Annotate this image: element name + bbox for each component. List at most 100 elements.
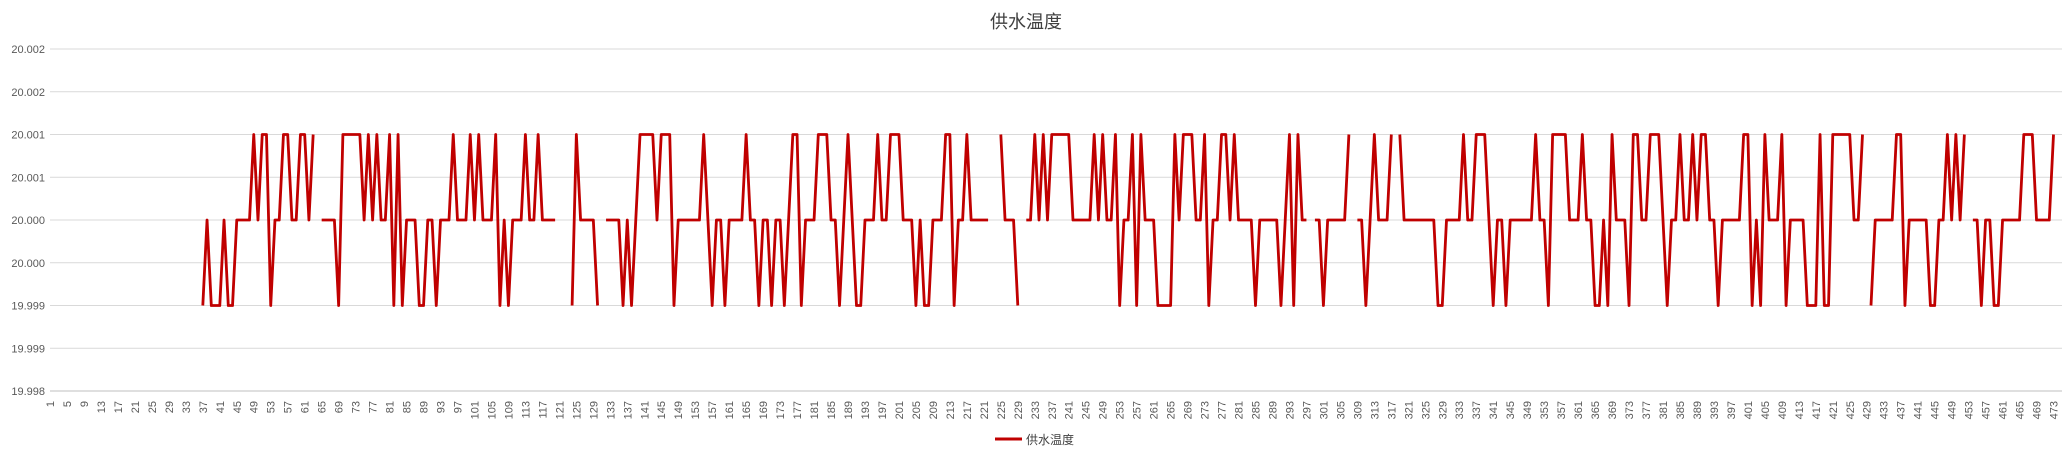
series-line — [606, 133, 989, 307]
x-tick-label: 325 — [1420, 401, 1432, 419]
x-tick-label: 337 — [1471, 401, 1483, 419]
x-tick-label: 53 — [266, 401, 278, 413]
x-tick-label: 389 — [1692, 401, 1704, 419]
y-tick-label: 20.002 — [11, 87, 45, 99]
x-tick-label: 141 — [639, 401, 651, 419]
x-tick-label: 89 — [419, 401, 431, 413]
x-tick-label: 109 — [503, 401, 515, 419]
x-tick-label: 309 — [1352, 401, 1364, 419]
x-tick-label: 209 — [928, 401, 940, 419]
x-tick-label: 177 — [792, 401, 804, 419]
x-tick-label: 221 — [979, 401, 991, 419]
x-tick-label: 313 — [1369, 401, 1381, 419]
y-tick-label: 20.001 — [11, 130, 45, 142]
legend: 供水温度 — [995, 432, 1074, 447]
x-tick-label: 9 — [79, 401, 91, 407]
x-tick-label: 21 — [130, 401, 142, 413]
x-tick-label: 437 — [1896, 401, 1908, 419]
series-line — [1972, 133, 2055, 307]
x-tick-label: 353 — [1539, 401, 1551, 419]
chart-title: 供水温度 — [990, 12, 1062, 33]
x-tick-label: 413 — [1794, 401, 1806, 419]
x-tick-label: 29 — [164, 401, 176, 413]
x-tick-label: 317 — [1386, 401, 1398, 419]
x-tick-label: 253 — [1115, 401, 1127, 419]
x-tick-label: 393 — [1709, 401, 1721, 419]
series-line — [999, 134, 1020, 306]
x-tick-label: 289 — [1267, 401, 1279, 419]
series-line — [321, 133, 556, 307]
x-tick-label: 241 — [1064, 401, 1076, 419]
x-tick-label: 205 — [911, 401, 923, 419]
series-line — [1357, 133, 1393, 307]
x-tick-label: 65 — [317, 401, 329, 413]
x-tick-label: 165 — [741, 401, 753, 419]
x-tick-label: 41 — [215, 401, 227, 413]
x-tick-label: 25 — [147, 401, 159, 413]
y-tick-label: 19.998 — [11, 386, 45, 398]
x-tick-label: 381 — [1658, 401, 1670, 419]
series-line — [1026, 133, 1307, 307]
x-tick-label: 181 — [809, 401, 821, 419]
x-tick-label: 237 — [1047, 401, 1059, 419]
y-tick-label: 20.000 — [11, 215, 45, 227]
x-tick-label: 465 — [2015, 401, 2027, 419]
x-tick-label: 189 — [843, 401, 855, 419]
x-tick-label: 457 — [1981, 401, 1993, 419]
y-tick-label: 20.002 — [11, 44, 45, 56]
x-tick-label: 369 — [1607, 401, 1619, 419]
x-tick-label: 305 — [1335, 401, 1347, 419]
x-tick-label: 397 — [1726, 401, 1738, 419]
x-tick-label: 121 — [554, 401, 566, 419]
x-tick-label: 405 — [1760, 401, 1772, 419]
x-tick-label: 453 — [1964, 401, 1976, 419]
x-tick-label: 249 — [1098, 401, 1110, 419]
x-tick-label: 125 — [571, 401, 583, 419]
x-tick-label: 373 — [1624, 401, 1636, 419]
x-tick-label: 193 — [860, 401, 872, 419]
x-tick-label: 345 — [1505, 401, 1517, 419]
x-tick-label: 273 — [1200, 401, 1212, 419]
x-tick-label: 213 — [945, 401, 957, 419]
x-tick-label: 429 — [1862, 401, 1874, 419]
x-tick-label: 57 — [283, 401, 295, 413]
x-tick-label: 365 — [1590, 401, 1602, 419]
x-tick-label: 69 — [334, 401, 346, 413]
series-line — [1398, 133, 1864, 307]
x-tick-label: 473 — [2049, 401, 2061, 419]
y-tick-label: 20.000 — [11, 258, 45, 270]
x-tick-label: 33 — [181, 401, 193, 413]
x-tick-label: 445 — [1930, 401, 1942, 419]
x-tick-label: 377 — [1641, 401, 1653, 419]
x-tick-label: 233 — [1030, 401, 1042, 419]
x-tick-label: 17 — [113, 401, 125, 413]
x-tick-label: 197 — [877, 401, 889, 419]
x-tick-label: 185 — [826, 401, 838, 419]
x-tick-label: 301 — [1318, 401, 1330, 419]
x-tick-label: 441 — [1913, 401, 1925, 419]
x-tick-label: 173 — [775, 401, 787, 419]
x-tick-label: 145 — [656, 401, 668, 419]
x-tick-label: 433 — [1879, 401, 1891, 419]
x-tick-label: 361 — [1573, 401, 1585, 419]
x-tick-label: 217 — [962, 401, 974, 419]
x-tick-label: 153 — [690, 401, 702, 419]
x-tick-label: 245 — [1081, 401, 1093, 419]
x-tick-label: 329 — [1437, 401, 1449, 419]
y-axis-ticks: 20.002 20.002 20.001 20.001 20.000 20.000 19.9… — [11, 44, 45, 398]
x-tick-label: 1 — [45, 401, 57, 407]
x-tick-label: 421 — [1828, 401, 1840, 419]
x-tick-label: 149 — [673, 401, 685, 419]
x-tick-label: 265 — [1166, 401, 1178, 419]
x-tick-label: 229 — [1013, 401, 1025, 419]
x-tick-label: 113 — [520, 401, 532, 419]
x-tick-label: 37 — [198, 401, 210, 413]
x-tick-label: 117 — [537, 401, 549, 419]
x-tick-label: 269 — [1183, 401, 1195, 419]
y-tick-label: 20.001 — [11, 172, 45, 184]
x-tick-label: 97 — [452, 401, 464, 413]
legend-label: 供水温度 — [1026, 432, 1074, 447]
x-tick-label: 425 — [1845, 401, 1857, 419]
x-tick-label: 49 — [249, 401, 261, 413]
